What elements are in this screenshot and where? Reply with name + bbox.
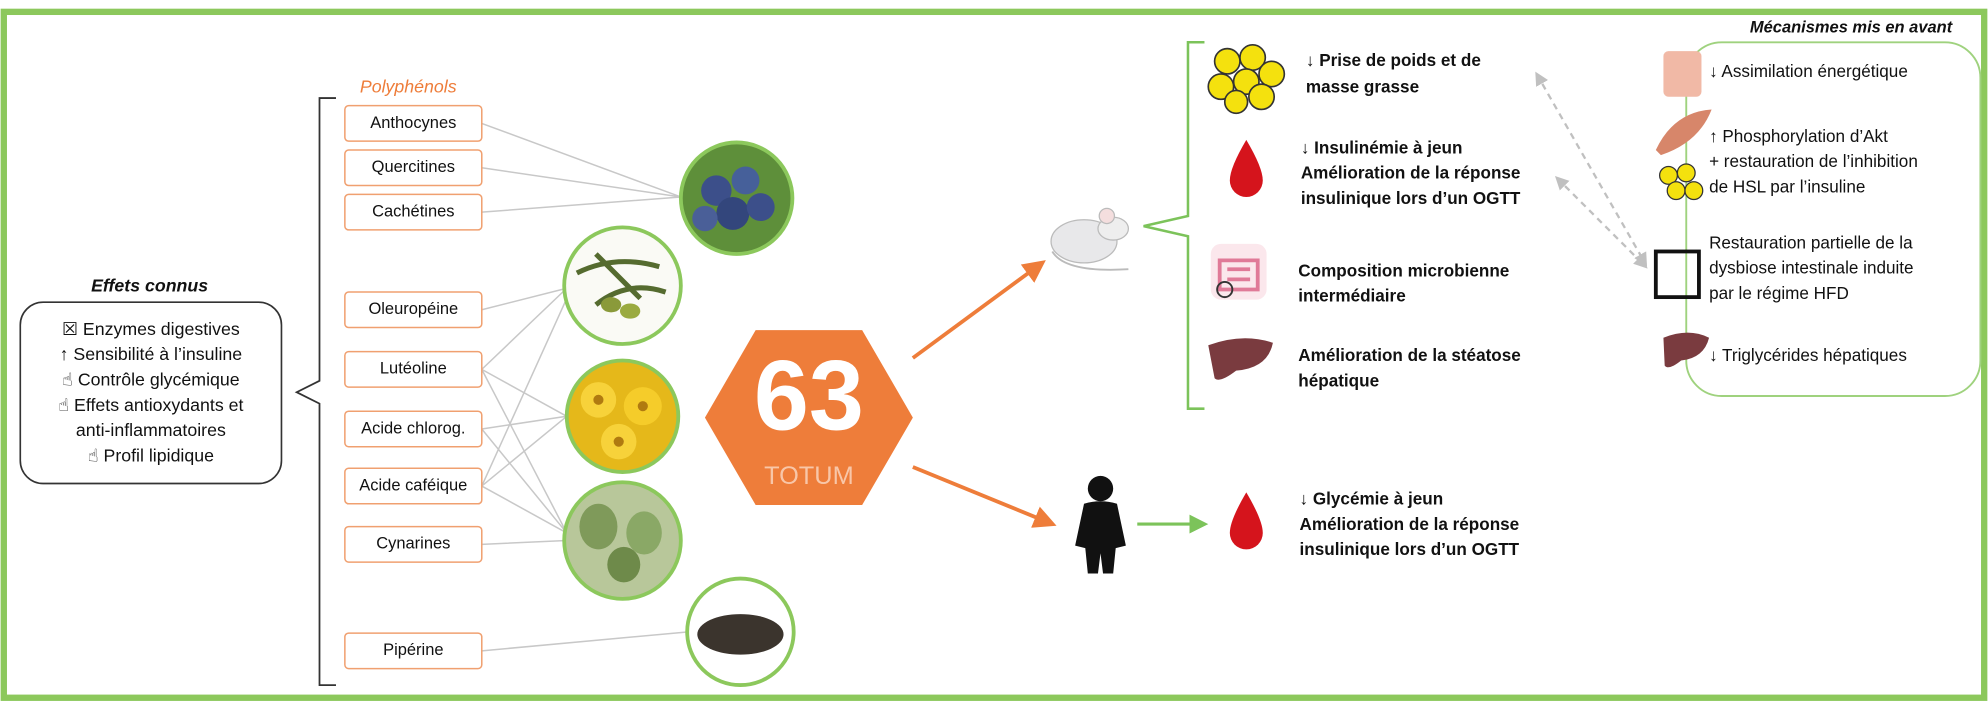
outcome-line: hépatique — [1298, 372, 1379, 391]
effects-box — [19, 301, 283, 485]
outcome-line: ↓ Prise de poids et de — [1306, 51, 1481, 70]
mouse-icon — [1050, 207, 1130, 271]
mechanism-line: ↓ Assimilation énergétique — [1709, 62, 1908, 81]
intestine-icon — [1653, 249, 1701, 300]
mechanisms-title: Mécanismes mis en avant — [1750, 19, 1954, 37]
polyphenol-box — [344, 193, 483, 231]
connections — [481, 122, 689, 652]
polyphenol-label: Acide caféique — [359, 476, 467, 494]
pepper-image — [685, 576, 796, 687]
frame — [0, 8, 1988, 701]
polyphenol-box — [344, 291, 483, 329]
effects-title: Effets connus — [91, 276, 208, 296]
polyphenol-label: Lutéoline — [380, 360, 447, 378]
mechanism-line: dysbiose intestinale induite — [1709, 259, 1914, 278]
logo-number: 63 — [754, 340, 864, 451]
effect-line: ☝ Contrôle glycémique — [62, 369, 240, 389]
arrow — [912, 465, 1057, 528]
polyphenol-box — [344, 410, 483, 448]
polyphenol-box — [344, 632, 483, 670]
dashed-arrow — [1535, 71, 1648, 267]
outcome-line: ↓ Glycémie à jeun — [1300, 489, 1444, 508]
outcome-line: ↓ Insulinémie à jeun — [1301, 138, 1463, 157]
effect-line: ↑ Sensibilité à l’insuline — [60, 344, 243, 364]
polyphenol-label: Oleuropéine — [368, 300, 458, 318]
effect-line: ☝ Effets antioxydants et — [58, 395, 243, 415]
polyphenol-label: Cachétines — [372, 203, 454, 221]
liver-icon — [1663, 332, 1710, 368]
polyphenol-label: Pipérine — [383, 641, 443, 659]
effect-line: ☝ Profil lipidique — [88, 446, 214, 466]
mechanism-line: par le régime HFD — [1709, 284, 1849, 303]
outcome-line: intermédiaire — [1298, 287, 1405, 306]
outcome-line: insulinique lors d’un OGTT — [1301, 189, 1521, 208]
polyphenol-box — [344, 467, 483, 505]
blood-drop-icon — [1229, 139, 1263, 197]
intestine-icon — [1210, 243, 1267, 300]
mechanism-line: Restauration partielle de la — [1709, 233, 1913, 252]
logo-name: TOTUM — [764, 462, 854, 490]
effect-line: anti-inflammatoires — [76, 420, 226, 440]
totum-logo: 63 TOTUM — [704, 330, 913, 506]
muscle-icon — [1655, 109, 1712, 156]
mechanisms-box — [1685, 41, 1982, 397]
polyphenol-box — [344, 350, 483, 388]
polyphenols-title: Polyphénols — [360, 77, 457, 97]
outcome-line: Composition microbienne — [1298, 261, 1509, 280]
outcome-line: Amélioration de la stéatose — [1298, 346, 1520, 365]
mechanism-line: ↑ Phosphorylation d’Akt — [1709, 127, 1888, 146]
polyphenol-label: Cynarines — [376, 535, 450, 553]
arrow — [911, 260, 1046, 360]
human-icon — [1075, 475, 1126, 574]
mechanism-line: + restauration de l’inhibition — [1709, 152, 1918, 171]
outcome-line: insulinique lors d’un OGTT — [1300, 540, 1520, 559]
polyphenol-label: Anthocynes — [370, 114, 456, 132]
dashed-arrow — [1554, 176, 1648, 269]
brace — [294, 97, 336, 686]
mechanism-line: de HSL par l’insuline — [1709, 178, 1865, 197]
outcome-line: masse grasse — [1306, 77, 1419, 96]
polyphenol-box — [344, 525, 483, 563]
outcome-line: Amélioration de la réponse — [1300, 515, 1520, 534]
outcome-line: Amélioration de la réponse — [1301, 164, 1521, 183]
polyphenol-label: Acide chlorog. — [361, 419, 465, 437]
polyphenol-box — [344, 149, 483, 187]
flower-image — [564, 358, 681, 474]
olive-image — [562, 225, 683, 346]
mechanism-line: ↓ Triglycérides hépatiques — [1709, 346, 1907, 365]
gut-wall-icon — [1663, 51, 1702, 97]
liver-icon — [1208, 338, 1273, 380]
bracket — [1143, 41, 1205, 410]
blood-drop-icon — [1229, 492, 1263, 550]
effect-line: ☒ Enzymes digestives — [62, 319, 240, 339]
blueberry-image — [678, 140, 795, 256]
artichoke-image — [562, 480, 683, 601]
fat-cells-icon — [1207, 43, 1286, 115]
polyphenol-box — [344, 104, 483, 142]
fat-cells-icon — [1658, 163, 1704, 201]
polyphenol-label: Quercitines — [372, 158, 455, 176]
